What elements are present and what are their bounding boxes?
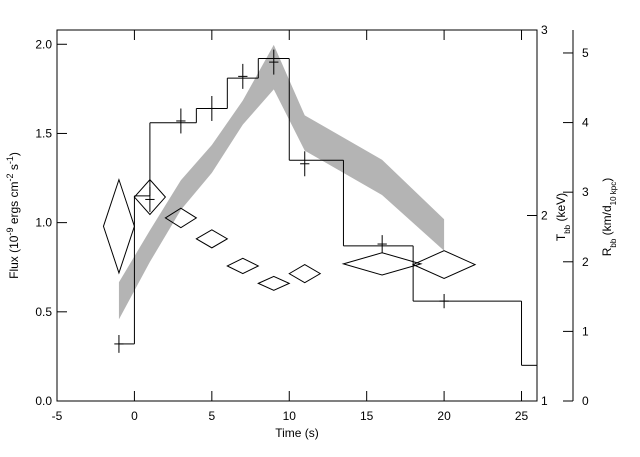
y-axis-title-part: )	[7, 152, 21, 156]
x-tick-label: 15	[360, 409, 374, 423]
y3-axis-title: Rbb (km/d10 kpc)	[600, 178, 618, 257]
y3-tick-label: 1	[582, 324, 589, 338]
radius-diamond	[102, 178, 135, 275]
y-tick-label: 2.0	[35, 37, 52, 51]
y3-tick-label: 4	[582, 116, 589, 130]
y3-axis-title-part: )	[600, 178, 614, 182]
y3-axis-title-part: bb	[609, 238, 618, 247]
y-axis-title-part: -9	[5, 228, 15, 236]
y-tick-label: 1.5	[35, 126, 52, 140]
y3-axis-title-part: 10 kpc	[609, 182, 618, 206]
x-tick-label: -5	[52, 409, 63, 423]
y3-tick-label: 2	[582, 255, 589, 269]
radius-diamond	[257, 275, 291, 291]
x-tick-label: 0	[131, 409, 138, 423]
y3-axis-title-part: (km/d	[600, 205, 614, 238]
x-tick-label: 5	[208, 409, 215, 423]
y3-tick-label: 5	[582, 46, 589, 60]
radius-diamond	[164, 207, 198, 229]
radius-diamond	[133, 178, 167, 216]
radius-diamond	[195, 229, 229, 249]
x-tick-label: 25	[515, 409, 529, 423]
radius-diamond	[341, 252, 423, 276]
y2-tick-label: 2	[541, 209, 548, 223]
y2-tick-label: 1	[541, 394, 548, 408]
y3-axis-title-part: R	[600, 247, 614, 256]
radius-diamond	[288, 263, 322, 284]
y-axis-title-part: Flux (10	[7, 235, 21, 279]
x-axis-title-part: Time (s)	[275, 426, 319, 440]
x-axis-title: Time (s)	[275, 426, 319, 440]
y3-tick-label: 3	[582, 185, 589, 199]
radius-diamond	[226, 257, 260, 275]
x-tick-label: 10	[283, 409, 297, 423]
temperature-band	[118, 44, 445, 320]
x-tick-label: 20	[437, 409, 451, 423]
y-tick-label: 0.0	[35, 394, 52, 408]
y2-axis-title-part: bb	[563, 224, 572, 233]
y-axis-title: Flux (10-9 ergs cm-2 s-1)	[5, 152, 21, 279]
y-axis-title-part: -2	[5, 173, 15, 181]
y2-axis-title-part: T	[554, 233, 568, 241]
y2-axis-title-part: (keV)	[554, 193, 568, 225]
y-tick-label: 1.0	[35, 216, 52, 230]
y2-axis-title: Tbb (keV)	[554, 193, 572, 241]
y-tick-label: 0.5	[35, 305, 52, 319]
y-axis-title-part: s	[7, 164, 21, 173]
y3-tick-label: 0	[582, 394, 589, 408]
y-axis-title-part: ergs cm	[7, 181, 21, 227]
y2-tick-label: 3	[541, 23, 548, 37]
y-axis-title-part: -1	[5, 156, 15, 164]
radius-diamond	[411, 250, 477, 280]
